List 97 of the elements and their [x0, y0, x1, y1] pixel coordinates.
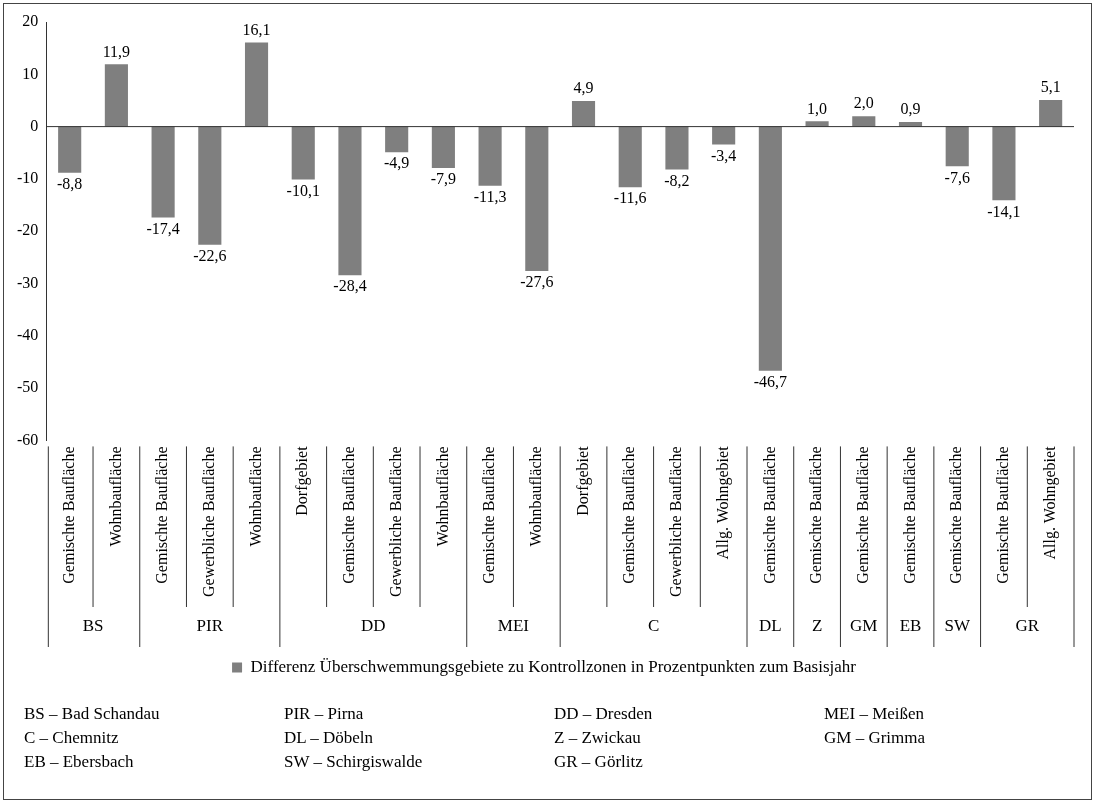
- bar: [712, 126, 736, 145]
- bar: [244, 42, 269, 127]
- text: PIR – Pirna: [284, 704, 365, 724]
- bar: [338, 126, 362, 276]
- x-tick-label: Gewerbliche Baufläche: [667, 446, 685, 598]
- x-tick-label: Gemischte Baufläche: [340, 446, 358, 584]
- y-tick-label: -10: [17, 169, 39, 187]
- bar: [198, 126, 222, 245]
- bar: [992, 126, 1016, 201]
- x-tick-label: Gewerbliche Baufläche: [386, 446, 404, 598]
- data-label: -3,4: [710, 146, 737, 164]
- x-tick-label: Wohnbaufläche: [433, 446, 451, 547]
- text: MEI: [497, 616, 530, 636]
- bar: [104, 64, 128, 127]
- data-label: 1,0: [807, 99, 828, 117]
- x-tick-label: Gemischte Baufläche: [620, 446, 638, 584]
- bar: [805, 121, 829, 127]
- x-tick-label: Dorfgebiet: [293, 445, 312, 516]
- bar: [525, 126, 549, 271]
- bar: [1039, 99, 1063, 127]
- y-tick-label: -40: [17, 326, 39, 344]
- bar: [618, 126, 642, 188]
- text: EB – Ebersbach: [24, 752, 135, 772]
- text: GM – Grimma: [824, 728, 927, 748]
- y-tick-label: -20: [17, 221, 39, 239]
- bar: [385, 126, 409, 153]
- x-tick-label: Wohnbaufläche: [106, 446, 124, 547]
- text: SW: [944, 616, 971, 636]
- x-tick-label: Allg. Wohngebiet: [713, 445, 732, 560]
- data-label: -4,9: [384, 154, 410, 172]
- x-tick-label: Gewerbliche Baufläche: [200, 446, 218, 598]
- data-label: -11,6: [613, 189, 647, 207]
- x-tick-label: Gemischte Baufläche: [994, 446, 1012, 584]
- data-label: -22,6: [193, 247, 227, 265]
- data-label: -11,3: [473, 187, 507, 205]
- data-label: -8,2: [664, 171, 690, 189]
- y-tick-label: -30: [17, 273, 39, 291]
- data-label: -46,7: [753, 373, 788, 391]
- x-tick-label: Gemischte Baufläche: [480, 446, 498, 584]
- data-label: 4,9: [573, 79, 594, 97]
- text: GR: [1015, 616, 1040, 636]
- x-tick-label: Gemischte Baufläche: [947, 446, 965, 584]
- text: MEI – Meißen: [824, 704, 926, 724]
- x-tick-label: Gemischte Baufläche: [854, 446, 871, 584]
- x-tick-label: Wohnbaufläche: [246, 446, 264, 547]
- text: BS – Bad Schandau: [24, 704, 161, 724]
- x-tick-label: Gemischte Baufläche: [760, 446, 778, 584]
- x-tick-label: Wohnbaufläche: [527, 446, 545, 547]
- text: DD – Dresden: [554, 704, 654, 724]
- x-tick-label: Gemischte Baufläche: [807, 446, 825, 584]
- data-label: -7,9: [430, 170, 457, 188]
- bar: [151, 126, 175, 218]
- text: BS: [82, 616, 104, 636]
- bar: [291, 126, 315, 180]
- data-label: -17,4: [146, 219, 180, 237]
- bar: [58, 126, 82, 173]
- x-tick-label: Allg. Wohngebiet: [1040, 445, 1059, 560]
- text: C – Chemnitz: [24, 728, 120, 748]
- data-label: 16,1: [242, 20, 271, 38]
- text: EB: [899, 616, 922, 636]
- text: GM: [850, 616, 878, 636]
- text: Z: [811, 616, 823, 636]
- data-label: 5,1: [1040, 78, 1061, 96]
- data-label: 0,9: [900, 100, 921, 118]
- text: DL: [759, 616, 782, 636]
- data-label: -14,1: [987, 202, 1021, 220]
- text: SW – Schirgiswalde: [284, 752, 424, 772]
- data-label: -27,6: [520, 273, 554, 291]
- x-tick-label: Gemischte Baufläche: [900, 446, 918, 584]
- text: Z – Zwickau: [554, 728, 642, 748]
- text: DL – Döbeln: [284, 728, 375, 748]
- bar: [852, 116, 876, 127]
- bar: [758, 126, 782, 371]
- y-tick-label: 10: [22, 64, 39, 82]
- data-label: -8,8: [57, 174, 83, 192]
- x-tick-label: Gemischte Baufläche: [59, 446, 77, 584]
- y-tick-label: 0: [30, 116, 39, 134]
- legend-label: Differenz Überschwemmungsgebiete zu Kontrollzonen in Prozentpunkten zum Basisjahr: [250, 656, 857, 676]
- bar: [571, 100, 596, 127]
- bar: [431, 126, 455, 168]
- x-tick-label: Gemischte Baufläche: [153, 446, 171, 584]
- text: DD: [361, 616, 386, 636]
- y-tick-label: -50: [17, 378, 39, 396]
- text: PIR: [196, 616, 224, 636]
- data-label: -28,4: [333, 277, 367, 295]
- bar: [945, 126, 969, 167]
- data-label: -10,1: [286, 181, 320, 199]
- data-label: 2,0: [853, 94, 874, 112]
- bar: [478, 126, 502, 186]
- data-label: -7,6: [944, 168, 970, 186]
- data-label: 11,9: [102, 42, 131, 60]
- y-tick-label: -60: [17, 430, 39, 448]
- text: GR – Görlitz: [554, 752, 644, 772]
- bar: [665, 126, 689, 170]
- y-tick-label: 20: [22, 12, 39, 30]
- x-tick-label: Dorfgebiet: [573, 445, 592, 516]
- text: C: [647, 616, 660, 636]
